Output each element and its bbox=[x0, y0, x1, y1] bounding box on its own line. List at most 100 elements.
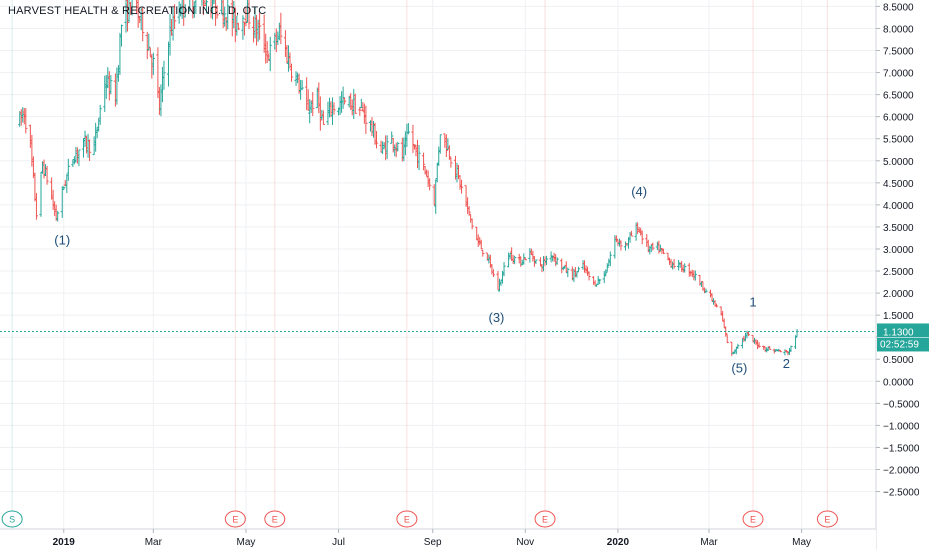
ohlc-bar bbox=[438, 134, 442, 154]
event-marker-label: E bbox=[404, 515, 410, 525]
time-tick-label: 2019 bbox=[53, 537, 76, 548]
ohlc-bar bbox=[279, 12, 283, 45]
ohlc-bar bbox=[318, 96, 322, 131]
earnings-event-marker[interactable]: E bbox=[742, 510, 764, 528]
earnings-event-marker[interactable]: E bbox=[816, 510, 838, 528]
ohlc-bar bbox=[66, 158, 70, 181]
time-tick-label: May bbox=[792, 537, 811, 548]
ohlc-bar bbox=[513, 255, 517, 265]
price-axis[interactable]: 8.5000 8.0000 7.5000 7.0000 6.5000 6.0000 5.50… bbox=[875, 0, 932, 550]
price-tick-label: 6.5000 bbox=[883, 91, 914, 102]
ohlc-bar bbox=[555, 257, 559, 265]
time-tick-label: May bbox=[236, 537, 255, 548]
ohlc-bar bbox=[470, 218, 474, 230]
ohlc-bar bbox=[502, 262, 506, 277]
ohlc-bar bbox=[725, 334, 729, 344]
ohlc-bar bbox=[201, 0, 203, 6]
time-tick-label: 2020 bbox=[607, 537, 630, 548]
split-event-marker[interactable]: S bbox=[1, 510, 23, 528]
ohlc-bar bbox=[151, 52, 155, 76]
ohlc-bar bbox=[56, 210, 60, 222]
ohlc-bar bbox=[87, 139, 92, 162]
event-marker-label: S bbox=[9, 515, 15, 525]
time-tick-label: Jul bbox=[332, 537, 345, 548]
ohlc-bar bbox=[34, 193, 39, 220]
ohlc-bar bbox=[236, 22, 240, 31]
wave-label: (4) bbox=[631, 184, 647, 199]
ohlc-bar bbox=[268, 36, 272, 72]
price-tick-label: 0.5000 bbox=[883, 355, 914, 366]
ohlc-bar bbox=[396, 141, 400, 152]
event-marker-circle bbox=[264, 510, 286, 528]
ohlc-bar bbox=[343, 97, 347, 105]
ohlc-bar bbox=[481, 249, 485, 257]
time-tick-label: Nov bbox=[516, 537, 534, 548]
wave-label: 1 bbox=[749, 294, 756, 309]
ohlc-bar bbox=[447, 145, 451, 160]
ohlc-bar bbox=[604, 269, 608, 277]
ohlc-bar bbox=[130, 0, 133, 16]
ohlc-bar bbox=[45, 165, 49, 185]
ohlc-bar bbox=[614, 235, 618, 243]
ohlc-bar bbox=[162, 60, 166, 90]
ohlc-bar bbox=[428, 178, 432, 191]
ohlc-bar bbox=[24, 108, 28, 134]
ohlc-bar bbox=[289, 63, 294, 82]
price-tick-label: −1.5000 bbox=[883, 443, 920, 454]
wave-label: (3) bbox=[489, 310, 505, 325]
ohlc-bar bbox=[374, 131, 379, 149]
price-tick-label: 8.5000 bbox=[883, 2, 914, 13]
time-tick-label: Mar bbox=[145, 537, 163, 548]
price-tick-label: −2.0000 bbox=[883, 466, 920, 477]
grid-layer bbox=[0, 0, 876, 529]
ohlc-bar bbox=[657, 240, 661, 254]
price-tick-label: 7.0000 bbox=[883, 69, 914, 80]
earnings-event-marker[interactable]: E bbox=[396, 510, 418, 528]
ohlc-bars bbox=[18, 0, 799, 357]
ohlc-bar bbox=[215, 5, 219, 19]
price-tick-label: 4.5000 bbox=[883, 179, 914, 190]
ohlc-bar bbox=[125, 0, 130, 32]
price-tick-label: 6.0000 bbox=[883, 113, 914, 124]
ohlc-bar bbox=[479, 239, 483, 250]
ohlc-bar bbox=[789, 345, 793, 352]
ohlc-bar bbox=[241, 15, 245, 40]
ohlc-bar bbox=[109, 75, 113, 94]
ohlc-bar bbox=[746, 331, 751, 337]
ohlc-bar bbox=[212, 0, 215, 4]
ohlc-bar bbox=[204, 0, 209, 14]
earnings-event-marker[interactable]: E bbox=[534, 510, 556, 528]
event-marker-circle bbox=[816, 510, 838, 528]
event-marker-circle bbox=[742, 510, 764, 528]
ohlc-bar bbox=[332, 102, 336, 115]
ohlc-bar bbox=[608, 251, 612, 267]
time-axis[interactable]: 2019 Mar May Jul Sep Nov 2020 Mar May bbox=[0, 528, 876, 550]
ohlc-bar bbox=[449, 157, 453, 168]
ohlc-bar bbox=[364, 105, 368, 134]
ohlc-bar bbox=[534, 259, 538, 264]
ohlc-bar bbox=[417, 144, 421, 171]
ohlc-bar bbox=[714, 303, 719, 308]
ohlc-bar bbox=[265, 41, 269, 64]
price-tick-label: 7.5000 bbox=[883, 47, 914, 58]
price-tick-label: −0.5000 bbox=[883, 399, 920, 410]
earnings-event-marker[interactable]: E bbox=[264, 510, 286, 528]
price-tick-label: 3.5000 bbox=[883, 223, 914, 234]
ohlc-bar bbox=[587, 271, 591, 281]
ohlc-bar bbox=[127, 0, 130, 23]
ohlc-bar bbox=[672, 259, 676, 269]
ohlc-bar bbox=[736, 343, 740, 349]
price-tick-label: 2.0000 bbox=[883, 289, 914, 300]
ohlc-bar bbox=[311, 92, 315, 117]
price-tick-label: 4.0000 bbox=[883, 201, 914, 212]
earnings-event-marker[interactable]: E bbox=[224, 510, 246, 528]
ohlc-bar bbox=[353, 93, 357, 114]
price-tick-label: 1.5000 bbox=[883, 311, 914, 322]
ohlc-bar bbox=[141, 7, 145, 42]
ohlc-bar bbox=[576, 266, 581, 273]
wave-label: (1) bbox=[54, 233, 70, 248]
ohlc-bar bbox=[598, 279, 602, 285]
